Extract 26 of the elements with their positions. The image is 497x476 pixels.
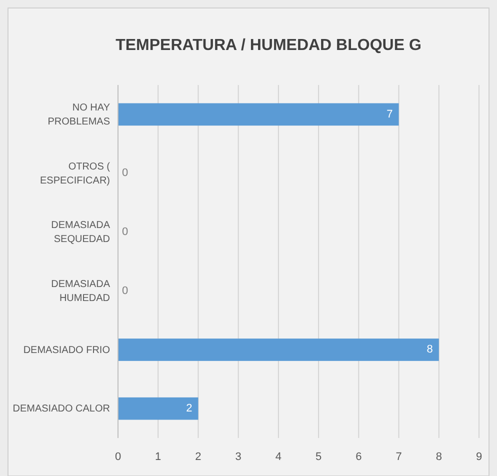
bar: [118, 338, 439, 361]
data-label: 0: [122, 226, 128, 238]
chart-title: TEMPERATURA / HUMEDAD BLOQUE G: [116, 37, 422, 54]
data-label: 2: [186, 402, 192, 414]
y-tick-label: DEMASIADA SEQUEDAD: [51, 220, 110, 245]
y-tick-label: OTROS ( ESPECIFICAR): [40, 160, 111, 186]
data-label: 0: [122, 167, 128, 180]
x-tick-label: 2: [195, 451, 202, 463]
y-tick-label: DEMASIADA HUMEDAD: [51, 278, 110, 304]
bar: [118, 103, 399, 126]
x-tick-label: 1: [155, 451, 162, 463]
x-tick-label: 7: [396, 451, 402, 463]
y-tick-label: NO HAY PROBLEMAS: [48, 102, 110, 128]
x-tick-label: 3: [235, 451, 242, 463]
data-label: 0: [122, 284, 128, 297]
x-tick-label: 6: [356, 451, 362, 463]
bar: [118, 397, 198, 420]
x-tick-label: 5: [315, 451, 322, 463]
x-tick-label: 8: [436, 451, 442, 463]
y-tick-label: DEMASIADO FRIO: [23, 344, 110, 356]
x-tick-label: 9: [476, 451, 482, 463]
data-label: 7: [386, 108, 393, 120]
x-tick-label: 0: [114, 451, 122, 463]
y-tick-label: DEMASIADO CALOR: [12, 403, 110, 414]
x-tick-label: 4: [275, 451, 282, 463]
data-label: 8: [426, 344, 433, 356]
